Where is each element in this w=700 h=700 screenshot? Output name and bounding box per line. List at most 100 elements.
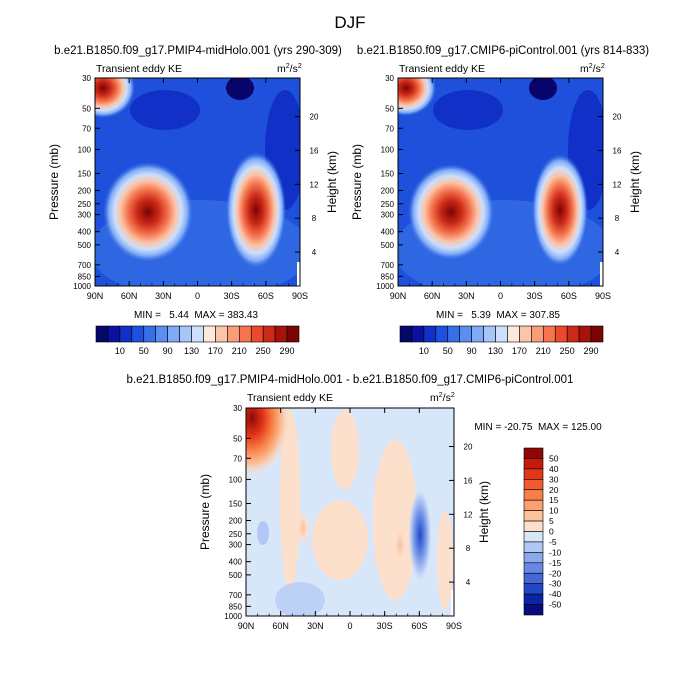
y-tick-label: 300: [381, 211, 395, 220]
y-tick-label: 700: [78, 261, 92, 270]
diff-cold-spot: [408, 487, 432, 583]
colorbar-swatch: [507, 325, 520, 343]
y-right-tick-label: 12: [613, 180, 622, 189]
colorbar-label: 90: [163, 346, 173, 356]
surface-mask: [297, 262, 300, 286]
colorbar-swatch: [523, 489, 544, 501]
colorbar-label: 10: [419, 346, 429, 356]
colorbar-label: 0: [549, 527, 554, 537]
colorbar-swatch: [179, 325, 192, 343]
x-tick-label: 60N: [272, 621, 289, 631]
y-tick-label: 400: [78, 228, 92, 237]
colorbar-swatch: [155, 325, 168, 343]
x-tick-label: 90N: [87, 291, 104, 301]
colorbar-label: 170: [512, 346, 527, 356]
colorbar-swatch: [523, 447, 544, 459]
colorbar-label: 30: [549, 474, 559, 484]
colorbar-swatch: [554, 325, 568, 343]
x-tick-label: 90N: [390, 291, 407, 301]
y-tick-label: 1000: [376, 282, 394, 291]
y-right-axis-title: Height (km): [628, 151, 642, 213]
y-tick-label: 100: [78, 145, 92, 154]
x-tick-label: 90S: [292, 291, 308, 301]
y-right-tick-label: 20: [310, 113, 319, 122]
colorbar-swatch: [435, 325, 449, 343]
y-right-tick-label: 20: [464, 443, 473, 452]
y-right-tick-label: 8: [312, 214, 317, 223]
colorbar-swatch: [531, 325, 544, 343]
y-tick-label: 100: [381, 145, 395, 154]
colorbar-swatch: [95, 325, 109, 343]
colorbar-label: 10: [115, 346, 125, 356]
colorbar-label: 10: [549, 506, 559, 516]
colorbar-label: 170: [208, 346, 223, 356]
diff-pos-small-2: [393, 525, 407, 565]
y-tick-label: 700: [381, 261, 395, 270]
colorbar-swatch: [399, 325, 413, 343]
y-tick-label: 250: [381, 200, 395, 209]
colorbar-swatch: [542, 325, 556, 343]
colorbar-label: 210: [536, 346, 551, 356]
x-tick-label: 30S: [527, 291, 543, 301]
x-tick-label: 0: [347, 621, 352, 631]
colorbar-swatch: [578, 325, 592, 343]
colorbar-swatch: [523, 552, 544, 564]
surface-mask: [600, 262, 603, 286]
y-tick-label: 250: [78, 200, 92, 209]
colorbar-swatch: [590, 325, 604, 343]
colorbar-swatch: [523, 479, 544, 491]
colorbar-swatch: [523, 593, 544, 605]
x-tick-label: 90S: [446, 621, 462, 631]
colorbar-swatch: [523, 572, 544, 584]
units-label: m2/s2: [277, 63, 302, 75]
y-tick-label: 200: [229, 517, 243, 526]
colorbar-label: 130: [184, 346, 199, 356]
y-right-tick-label: 16: [310, 146, 319, 155]
diff-positive-band-2: [331, 410, 359, 490]
y-right-tick-label: 16: [464, 476, 473, 485]
x-tick-label: 60N: [121, 291, 138, 301]
units-label: m2/s2: [430, 392, 455, 404]
y-tick-label: 300: [229, 541, 243, 550]
x-tick-label: 0: [195, 291, 200, 301]
x-tick-label: 0: [498, 291, 503, 301]
stats-label: MIN = -20.75 MAX = 125.00: [474, 422, 602, 433]
colorbar-label: -20: [549, 568, 562, 578]
x-tick-label: 30S: [224, 291, 240, 301]
y-tick-label: 850: [381, 272, 395, 281]
y-tick-label: 300: [78, 211, 92, 220]
colorbar-label: -5: [549, 537, 557, 547]
colorbar-label: 250: [256, 346, 271, 356]
y-tick-label: 70: [233, 454, 242, 463]
x-tick-label: 90S: [595, 291, 611, 301]
y-right-tick-label: 16: [613, 146, 622, 155]
colorbar-swatch: [523, 510, 544, 522]
colorbar-swatch: [423, 325, 437, 343]
colorbar-swatch: [203, 325, 216, 343]
colorbar-swatch: [523, 499, 544, 511]
y-tick-label: 500: [381, 241, 395, 250]
panel-bottom: b.e21.B1850.f09_g17.PMIP4-midHolo.001 - …: [127, 374, 603, 631]
colorbar-label: 90: [467, 346, 477, 356]
colorbar-label: -40: [549, 589, 562, 599]
colorbar-swatch: [238, 325, 252, 343]
colorbar-label: -15: [549, 558, 562, 568]
x-tick-label: 60S: [258, 291, 274, 301]
stats-label: MIN = 5.39 MAX = 307.85: [436, 310, 560, 321]
x-tick-label: 30N: [458, 291, 475, 301]
x-tick-label: 30S: [377, 621, 393, 631]
colorbar-swatch: [167, 325, 180, 343]
heatmap-field: [398, 78, 603, 286]
field-dark-top: [529, 78, 557, 100]
colorbar-swatch: [411, 325, 425, 343]
colorbar-label: -30: [549, 579, 562, 589]
colorbar-swatch: [119, 325, 133, 343]
heatmap-field: [95, 78, 300, 286]
y-tick-label: 500: [229, 571, 243, 580]
y-tick-label: 70: [82, 124, 91, 133]
colorbar-swatch: [483, 325, 496, 343]
y-tick-label: 150: [229, 499, 243, 508]
y-right-axis-title: Height (km): [477, 481, 491, 543]
x-tick-label: 60S: [411, 621, 427, 631]
